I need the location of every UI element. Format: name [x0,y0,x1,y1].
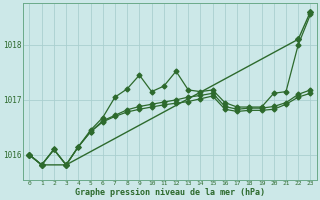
X-axis label: Graphe pression niveau de la mer (hPa): Graphe pression niveau de la mer (hPa) [75,188,265,197]
